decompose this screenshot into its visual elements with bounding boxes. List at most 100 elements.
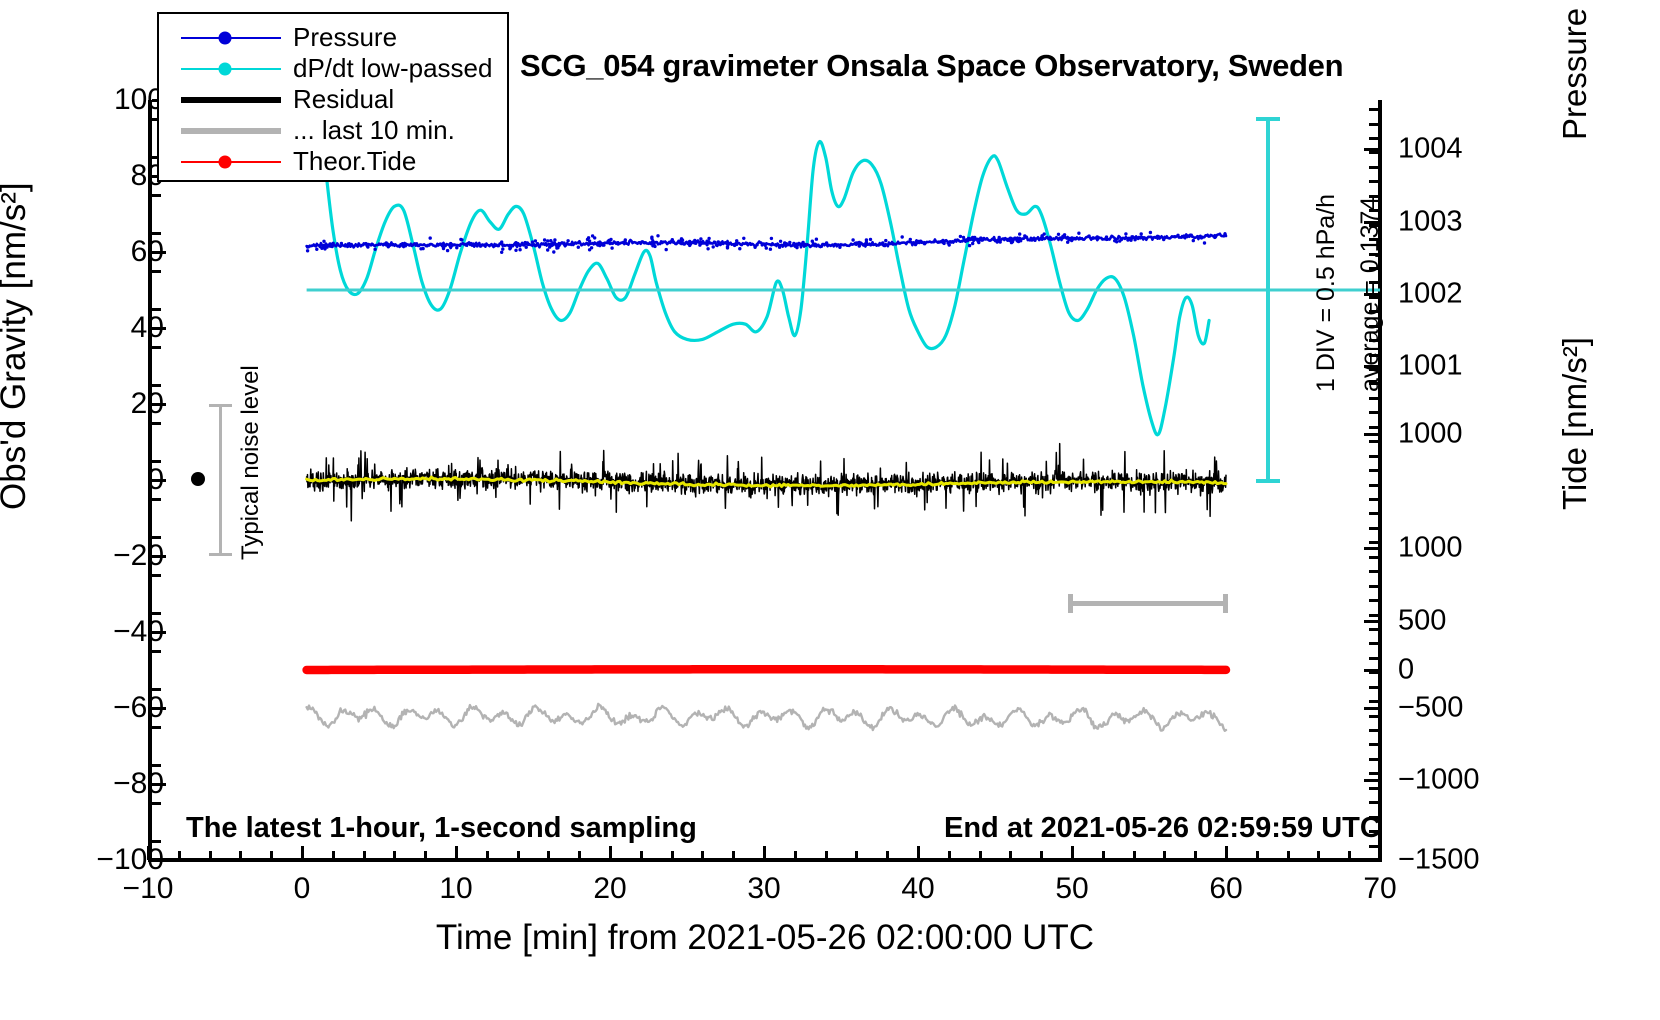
right-tick-minor bbox=[1369, 743, 1378, 747]
x-tick-minor bbox=[578, 851, 582, 860]
right-tick-minor bbox=[1369, 830, 1378, 834]
right-tick-minor bbox=[1369, 526, 1378, 530]
pressure-sample-point bbox=[963, 238, 968, 242]
pressure-sample-point bbox=[1136, 236, 1140, 240]
pressure-sample-point bbox=[320, 246, 324, 250]
pressure-sample-point bbox=[1191, 238, 1196, 243]
right-tick-minor bbox=[1369, 440, 1378, 444]
legend-item-dp-dt-low-passed[interactable]: dP/dt low-passed bbox=[159, 53, 507, 84]
pressure-sample-point bbox=[1033, 238, 1037, 242]
right-tick-minor bbox=[1369, 859, 1378, 862]
x-tick-minor bbox=[362, 851, 366, 860]
x-tick-label: 20 bbox=[593, 872, 627, 905]
x-tick-minor bbox=[1286, 851, 1290, 860]
pressure-sample-point bbox=[958, 234, 963, 239]
y-tick-minor bbox=[152, 498, 161, 501]
y-tick-label: −40 bbox=[113, 615, 164, 648]
x-tick-major bbox=[1071, 846, 1074, 860]
pressure-sample-point bbox=[1056, 232, 1061, 236]
pressure-sample-point bbox=[1018, 232, 1022, 236]
y-tick-minor bbox=[152, 118, 161, 121]
pressure-sample-point bbox=[705, 239, 709, 243]
tide-tick-major bbox=[1364, 547, 1378, 551]
legend-item-pressure[interactable]: Pressure bbox=[159, 22, 507, 53]
pressure-sample-point bbox=[1095, 235, 1099, 239]
y-tick-label: 60 bbox=[130, 235, 164, 268]
pressure-sample-point bbox=[1104, 237, 1109, 242]
pressure-sample-point bbox=[558, 242, 562, 246]
y-tick-label: −80 bbox=[113, 767, 164, 800]
pressure-sample-point bbox=[881, 241, 885, 245]
chart-legend: Pressure dP/dt low-passed Residual... last… bbox=[157, 12, 509, 182]
pressure-sample-point bbox=[552, 250, 556, 254]
x-tick-minor bbox=[670, 851, 674, 860]
x-tick-minor bbox=[701, 851, 705, 860]
y-tick-minor bbox=[152, 308, 161, 311]
legend-item-last-10-min[interactable]: ... last 10 min. bbox=[159, 115, 507, 146]
pressure-sample-point bbox=[325, 245, 329, 249]
x-tick-minor bbox=[886, 851, 890, 860]
right-tick-minor bbox=[1369, 353, 1378, 357]
tide-tick-label: 500 bbox=[1398, 604, 1447, 637]
y-tick-minor bbox=[152, 156, 161, 159]
pressure-sample-point bbox=[764, 246, 768, 250]
pressure-sample-point bbox=[778, 239, 783, 243]
x-tick-major bbox=[147, 846, 150, 860]
noise-level-dot bbox=[191, 472, 205, 486]
pressure-sample-point bbox=[500, 250, 504, 254]
pressure-sample-point bbox=[864, 240, 869, 245]
x-tick-minor bbox=[1255, 851, 1259, 860]
pressure-sample-point bbox=[693, 238, 697, 243]
right-tick-minor bbox=[1369, 454, 1378, 458]
axis-line-right bbox=[1378, 100, 1382, 862]
x-tick-label: 10 bbox=[439, 872, 473, 905]
pressure-sample-point bbox=[590, 234, 595, 238]
pressure-sample-point bbox=[1030, 238, 1034, 242]
pressure-sample-point bbox=[606, 239, 610, 244]
x-tick-major bbox=[1379, 846, 1382, 860]
y-tick-major bbox=[152, 479, 166, 482]
pressure-sample-point bbox=[694, 241, 698, 245]
legend-item-theor-tide[interactable]: Theor.Tide bbox=[159, 146, 507, 177]
pressure-sample-point bbox=[384, 241, 388, 245]
pressure-sample-point bbox=[660, 240, 664, 245]
pressure-sample-point bbox=[1019, 239, 1023, 243]
pressure-sample-point bbox=[428, 236, 432, 240]
pressure-sample-point bbox=[549, 239, 553, 243]
x-tick-label: 0 bbox=[293, 872, 311, 905]
axis-line-bottom bbox=[148, 858, 1382, 862]
pressure-sample-point bbox=[857, 244, 861, 248]
right-tick-minor bbox=[1369, 137, 1378, 140]
x-tick-minor bbox=[1163, 851, 1167, 860]
pressure-sample-point bbox=[386, 245, 390, 249]
pressure-sample-point bbox=[900, 235, 904, 239]
pressure-sample-point bbox=[1068, 236, 1072, 241]
pressure-sample-point bbox=[441, 246, 446, 251]
pressure-sample-point bbox=[769, 236, 774, 241]
y-tick-major bbox=[152, 403, 166, 406]
pressure-sample-point bbox=[1213, 235, 1217, 240]
x-tick-major bbox=[455, 846, 458, 860]
pressure-sample-point bbox=[587, 248, 592, 252]
pressure-sample-point bbox=[699, 237, 703, 241]
x-tick-minor bbox=[793, 851, 797, 860]
right-tick-minor bbox=[1369, 295, 1378, 299]
x-tick-minor bbox=[393, 851, 397, 860]
right-tick-minor bbox=[1369, 498, 1378, 501]
y-tick-label: −100 bbox=[96, 843, 164, 876]
pressure-sample-point bbox=[523, 240, 527, 245]
right-tick-minor bbox=[1369, 238, 1378, 242]
pressure-sample-point bbox=[711, 245, 715, 249]
pressure-sample-point bbox=[1040, 234, 1044, 238]
y-tick-label: 20 bbox=[130, 387, 164, 420]
pressure-sample-point bbox=[971, 241, 975, 246]
axis-line-left bbox=[148, 100, 152, 862]
pressure-sample-point bbox=[586, 236, 591, 240]
pressure-sample-point bbox=[656, 234, 660, 238]
pressure-sample-point bbox=[679, 241, 684, 246]
y-tick-minor bbox=[152, 574, 161, 577]
pressure-sample-point bbox=[404, 242, 408, 246]
legend-item-residual[interactable]: Residual bbox=[159, 84, 507, 115]
x-tick-minor bbox=[732, 851, 736, 860]
pressure-sample-point bbox=[1113, 239, 1117, 243]
